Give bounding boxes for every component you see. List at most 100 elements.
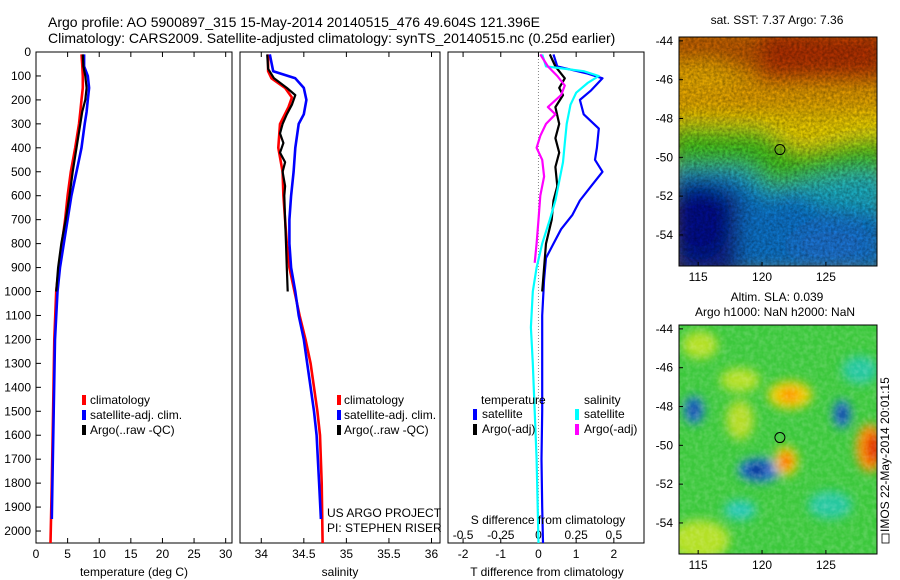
legend-label-climatology: climatology [344,393,404,407]
x-tick-label: 36 [425,547,439,561]
legend-label-argo: Argo(..raw -QC) [344,423,429,437]
map-y-tick-label: -46 [656,73,674,87]
y-tick-label: 1000 [4,285,31,299]
y-tick-label: 400 [11,141,31,155]
y-tick-label: 900 [11,261,31,275]
y-tick-label: 1300 [4,356,31,370]
series-line-satellite [540,54,604,544]
x-tick-label: 35 [340,547,354,561]
map-x-tick-label: 125 [816,270,836,284]
s-difference-tick-label: -0.25 [487,528,515,542]
sst-map-frame [678,36,878,267]
y-tick-label: 1200 [4,332,31,346]
difference-legend: temperature salinity satellite Argo(-adj… [473,393,637,436]
map-y-tick-label: -52 [656,477,674,491]
y-tick-label: 600 [11,189,31,203]
y-tick-label: 2000 [4,524,31,538]
y-tick-label: 200 [11,93,31,107]
sla-map-panel: Altim. SLA: 0.039 Argo h1000: NaN h2000:… [656,290,878,572]
sla-map-subtitle: Argo h1000: NaN h2000: NaN [695,305,855,319]
sla-map-axes: 115 120 125 -44 -46 -48 -50 -52 -54 [656,322,837,572]
legend-title-temperature: temperature [481,393,546,407]
pi-annotation: PI: STEPHEN RISER [327,521,442,535]
x-tick-label: 34.5 [292,547,316,561]
y-tick-label: 1500 [4,404,31,418]
x-tick-label: -2 [458,547,469,561]
sla-map-title: Altim. SLA: 0.039 [731,290,824,304]
y-tick-label: 300 [11,117,31,131]
legend-swatch-t-satellite [473,409,477,420]
s-difference-tick-label: 0.25 [564,528,588,542]
y-tick-label: 700 [11,213,31,227]
legend-swatch-argo [82,425,86,435]
header-line-2: Climatology: CARS2009. Satellite-adjuste… [48,30,615,46]
temperature-series [49,54,91,544]
legend-label-s-argo: Argo(-adj) [584,422,637,436]
y-tick-label: 100 [11,69,31,83]
sst-map-image [679,37,877,266]
s-difference-tick-label: -0.5 [453,528,474,542]
x-tick-label: 0 [535,547,542,561]
temperature-x-axis-label: temperature (deg C) [80,565,188,579]
map-y-tick-label: -48 [656,400,674,414]
temperature-y-ticks: 0 100 200 300 400 500 600 700 800 900 1000 1100 1200… [4,45,41,538]
legend-label-t-satellite: satellite [482,407,523,421]
salinity-x-axis-label: salinity [322,565,359,579]
legend-label-climatology: climatology [90,393,150,407]
map-y-tick-label: -52 [656,189,674,203]
imos-logo-icon [881,533,890,544]
legend-swatch-s-satellite [575,409,579,420]
legend-label-satellite-adj: satellite-adj. clim. [344,408,436,422]
salinity-panel: 34 34.5 35 35.5 36 salinity climatology sate… [239,51,442,579]
map-x-tick-label: 120 [752,270,772,284]
series-line-argo-raw-qc [55,54,88,292]
argo-position-marker [774,432,786,444]
map-x-tick-label: 125 [816,558,836,572]
y-tick-label: 800 [11,237,31,251]
legend-label-t-argo: Argo(-adj) [482,422,535,436]
series-line-satellite-adj-clim [268,54,323,520]
sst-map-axes: 115 120 125 -44 -46 -48 -50 -52 -54 [656,34,837,284]
salinity-x-ticks: 34 34.5 35 35.5 36 [255,52,439,561]
salinity-legend: climatology satellite-adj. clim. Argo(..… [337,393,436,437]
temperature-plot-area [35,51,233,544]
x-tick-label: 30 [219,547,233,561]
legend-swatch-climatology [82,395,86,405]
y-tick-label: 0 [24,45,31,59]
x-tick-label: 0 [33,547,40,561]
sst-map-panel: sat. SST: 7.37 Argo: 7.36 115 120 125 -44 -4… [656,13,878,284]
difference-series [529,53,604,544]
y-tick-label: 1900 [4,500,31,514]
sst-map-title: sat. SST: 7.37 Argo: 7.36 [711,13,844,27]
header-line-1: Argo profile: AO 5900897_315 15-May-2014… [48,14,540,30]
series-line-argo-raw-qc [266,54,297,292]
x-tick-label: 5 [64,547,71,561]
series-line-argo-adj [533,53,566,263]
s-difference-axis-label: S difference from climatology [471,513,626,527]
map-x-tick-label: 115 [689,270,708,284]
map-y-tick-label: -46 [656,361,674,375]
difference-x-ticks: -2 -1 0 1 2 [458,52,618,561]
legend-swatch-t-argo [473,424,477,435]
x-tick-label: 1 [573,547,580,561]
x-tick-label: 10 [93,547,107,561]
sla-map-frame [678,324,878,555]
map-y-tick-label: -50 [656,150,674,164]
y-tick-label: 500 [11,165,31,179]
temperature-legend: climatology satellite-adj. clim. Argo(..… [82,393,182,437]
difference-plot-area [447,51,645,544]
map-y-tick-label: -50 [656,438,674,452]
t-difference-axis-label: T difference from climatology [470,565,624,579]
legend-swatch-s-argo [575,424,579,435]
series-line-satellite-adj-clim [50,54,91,520]
x-tick-label: 2 [611,547,618,561]
map-y-tick-label: -44 [656,322,674,336]
map-y-tick-label: -44 [656,34,674,48]
salinity-plot-area [239,51,441,544]
footer-stamp: IMOS 22-May-2014 20:01:15 [878,377,892,544]
x-tick-label: 20 [156,547,170,561]
y-tick-label: 1600 [4,428,31,442]
imos-stamp-text: IMOS 22-May-2014 20:01:15 [878,377,892,532]
difference-panel: -2 -1 0 1 2 -0.5 -0.25 0 0.25 0.5 S difference f… [447,51,645,579]
